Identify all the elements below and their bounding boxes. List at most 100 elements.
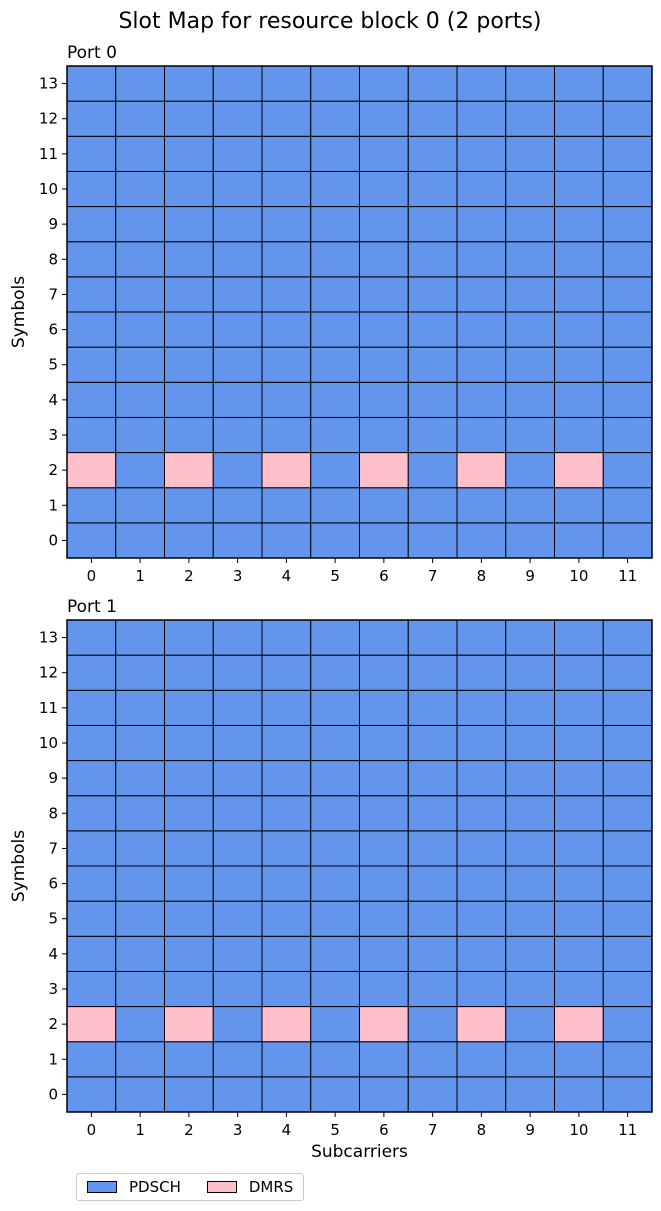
pdsch-cell: [554, 276, 604, 313]
pdsch-cell: [66, 65, 117, 102]
pdsch-cell: [261, 654, 312, 691]
pdsch-cell: [164, 276, 214, 313]
pdsch-cell: [212, 935, 263, 972]
pdsch-cell: [456, 1076, 507, 1113]
dmrs-cell: [456, 1006, 507, 1043]
legend-swatch-pdsch: [87, 1181, 117, 1193]
pdsch-cell: [261, 1076, 312, 1113]
pdsch-cell: [261, 522, 312, 559]
pdsch-cell: [261, 311, 312, 348]
pdsch-cell: [261, 135, 312, 172]
pdsch-cell: [602, 241, 653, 278]
pdsch-cell: [310, 935, 360, 972]
pdsch-cell: [602, 900, 653, 937]
pdsch-cell: [554, 865, 604, 902]
pdsch-cell: [310, 452, 360, 489]
pdsch-cell: [310, 381, 360, 418]
pdsch-cell: [359, 935, 409, 972]
legend-item-dmrs: DMRS: [206, 1178, 293, 1196]
pdsch-cell: [310, 1006, 360, 1043]
pdsch-cell: [66, 865, 117, 902]
pdsch-cell: [164, 1076, 214, 1113]
pdsch-cell: [456, 830, 507, 867]
x-tick-label: 2: [184, 567, 194, 585]
pdsch-cell: [407, 206, 458, 243]
pdsch-cell: [212, 522, 263, 559]
pdsch-cell: [602, 522, 653, 559]
pdsch-cell: [554, 522, 604, 559]
pdsch-cell: [261, 65, 312, 102]
pdsch-cell: [359, 65, 409, 102]
pdsch-cell: [261, 100, 312, 137]
pdsch-cell: [115, 654, 165, 691]
pdsch-cell: [407, 522, 458, 559]
pdsch-cell: [66, 311, 117, 348]
pdsch-cell: [212, 1076, 263, 1113]
dmrs-cell: [554, 452, 604, 489]
pdsch-cell: [602, 311, 653, 348]
pdsch-cell: [407, 100, 458, 137]
y-tick-label: 6: [48, 321, 58, 339]
pdsch-cell: [407, 689, 458, 726]
pdsch-cell: [212, 619, 263, 656]
pdsch-cell: [115, 416, 165, 454]
pdsch-cell: [115, 1006, 165, 1043]
pdsch-cell: [505, 241, 555, 278]
dmrs-cell: [66, 1006, 117, 1043]
pdsch-cell: [602, 135, 653, 172]
pdsch-cell: [359, 276, 409, 313]
y-axis-label: Symbols: [9, 276, 29, 348]
pdsch-cell: [505, 760, 555, 797]
pdsch-cell: [407, 619, 458, 656]
pdsch-cell: [407, 1006, 458, 1043]
pdsch-cell: [554, 487, 604, 524]
y-axis-label: Symbols: [9, 830, 29, 902]
pdsch-cell: [310, 1076, 360, 1113]
pdsch-cell: [115, 724, 165, 762]
pdsch-cell: [456, 724, 507, 762]
x-tick-label: 5: [330, 1121, 340, 1139]
pdsch-cell: [554, 65, 604, 102]
pdsch-cell: [407, 900, 458, 937]
x-tick-label: 6: [379, 567, 389, 585]
pdsch-cell: [261, 900, 312, 937]
pdsch-cell: [505, 381, 555, 418]
pdsch-cell: [505, 970, 555, 1008]
pdsch-cell: [505, 619, 555, 656]
pdsch-cell: [261, 276, 312, 313]
pdsch-cell: [66, 416, 117, 454]
dmrs-cell: [359, 1006, 409, 1043]
pdsch-cell: [261, 416, 312, 454]
pdsch-cell: [164, 100, 214, 137]
x-tick-label: 1: [135, 1121, 145, 1139]
pdsch-cell: [212, 65, 263, 102]
pdsch-cell: [359, 689, 409, 726]
pdsch-cell: [310, 865, 360, 902]
dmrs-cell: [261, 1006, 312, 1043]
pdsch-cell: [407, 865, 458, 902]
pdsch-cell: [602, 487, 653, 524]
pdsch-cell: [554, 724, 604, 762]
pdsch-cell: [505, 311, 555, 348]
x-tick-label: 1: [135, 567, 145, 585]
pdsch-cell: [310, 522, 360, 559]
pdsch-cell: [66, 970, 117, 1008]
pdsch-cell: [602, 100, 653, 137]
y-tick-label: 12: [39, 110, 58, 128]
pdsch-cell: [310, 206, 360, 243]
pdsch-cell: [456, 795, 507, 832]
pdsch-cell: [66, 795, 117, 832]
pdsch-cell: [212, 100, 263, 137]
pdsch-cell: [164, 970, 214, 1008]
y-tick-label: 10: [39, 734, 58, 752]
pdsch-cell: [310, 724, 360, 762]
pdsch-cell: [407, 311, 458, 348]
pdsch-cell: [407, 416, 458, 454]
pdsch-cell: [359, 795, 409, 832]
pdsch-cell: [602, 970, 653, 1008]
pdsch-cell: [164, 865, 214, 902]
y-tick-label: 6: [48, 875, 58, 893]
pdsch-cell: [359, 654, 409, 691]
pdsch-cell: [261, 795, 312, 832]
